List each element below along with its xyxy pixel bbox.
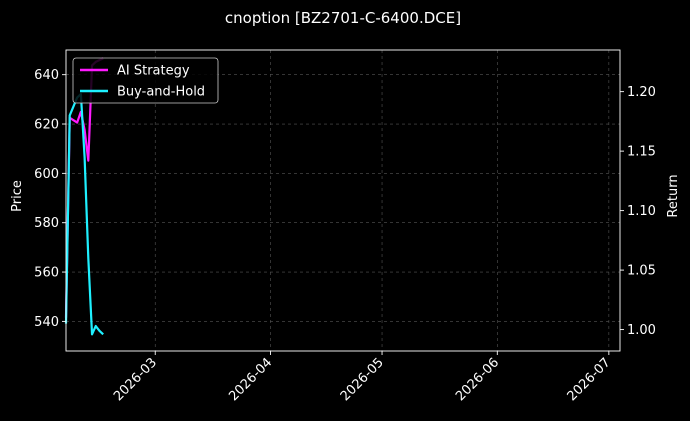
y-tick-label: 540 bbox=[34, 315, 59, 330]
legend-label-0: AI Strategy bbox=[117, 64, 190, 79]
y2-tick-label: 1.05 bbox=[627, 264, 656, 279]
y-tick-label: 640 bbox=[34, 68, 59, 83]
legend: AI Strategy Buy-and-Hold bbox=[72, 57, 219, 104]
y2-tick-label: 1.00 bbox=[627, 323, 656, 338]
y2-tick-label: 1.15 bbox=[627, 145, 656, 160]
legend-label-1: Buy-and-Hold bbox=[117, 85, 205, 100]
plot-frame bbox=[65, 49, 621, 352]
y2-tick-label: 1.10 bbox=[627, 204, 656, 219]
y-tick-label: 620 bbox=[34, 118, 59, 133]
y-tick-label: 580 bbox=[34, 216, 59, 231]
legend-box bbox=[72, 57, 219, 104]
y-axis-label: Price bbox=[10, 180, 25, 212]
y-tick-label: 560 bbox=[34, 266, 59, 281]
y-tick-label: 600 bbox=[34, 167, 59, 182]
y2-tick-label: 1.20 bbox=[627, 85, 656, 100]
series-line-1 bbox=[64, 92, 104, 336]
y2-axis-label: Return bbox=[666, 174, 681, 217]
chart-title: cnoption [BZ2701-C-6400.DCE] bbox=[225, 9, 461, 27]
